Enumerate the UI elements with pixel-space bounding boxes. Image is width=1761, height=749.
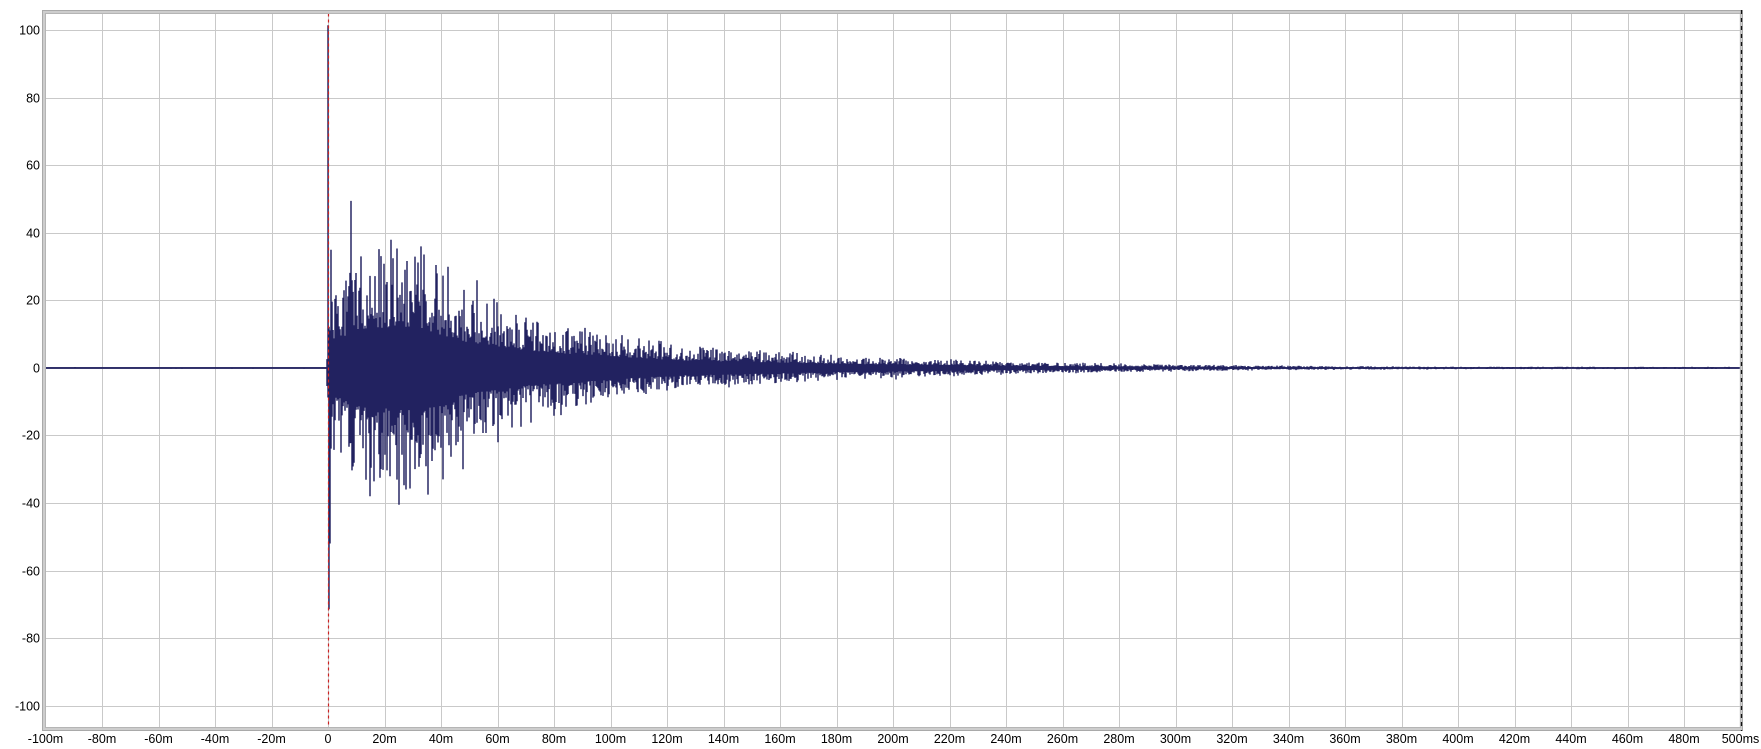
y-axis-tick-label: -60 xyxy=(22,565,40,579)
plot-frame-outer xyxy=(42,10,1743,731)
x-axis-tick-label: 260m xyxy=(1047,732,1078,746)
x-axis-tick-label: 480m xyxy=(1668,732,1699,746)
x-axis-tick-label: -40m xyxy=(201,732,229,746)
x-axis-tick-label: 160m xyxy=(764,732,795,746)
y-axis-tick-label: 20 xyxy=(26,294,40,308)
x-axis-tick-label: 440m xyxy=(1555,732,1586,746)
y-axis-tick-label: 100 xyxy=(19,24,40,38)
x-axis-tick-label: 280m xyxy=(1103,732,1134,746)
x-axis-tick-label: -20m xyxy=(257,732,285,746)
y-axis-tick-label: -100 xyxy=(15,700,40,714)
x-axis-tick-label: 40m xyxy=(429,732,453,746)
y-axis-tick-label: -80 xyxy=(22,632,40,646)
x-axis-tick-label: 200m xyxy=(877,732,908,746)
x-axis-tick-label: 100m xyxy=(595,732,626,746)
x-axis-tick-label: 340m xyxy=(1273,732,1304,746)
x-axis-tick-label: 20m xyxy=(372,732,396,746)
x-axis-tick-label: 0 xyxy=(325,732,332,746)
y-axis-tick-label: -40 xyxy=(22,497,40,511)
y-axis-tick-label: 80 xyxy=(26,92,40,106)
y-axis-tick-label: 60 xyxy=(26,159,40,173)
x-axis-tick-label: -80m xyxy=(88,732,116,746)
x-axis-tick-label: 300m xyxy=(1160,732,1191,746)
x-axis-tick-label: 220m xyxy=(934,732,965,746)
x-axis-tick-label: 400m xyxy=(1442,732,1473,746)
x-axis-tick-label: 360m xyxy=(1329,732,1360,746)
x-axis-tick-label: -60m xyxy=(144,732,172,746)
x-axis-tick-label: 460m xyxy=(1612,732,1643,746)
x-axis-tick-label: -100m xyxy=(28,732,63,746)
y-axis-tick-label: -20 xyxy=(22,429,40,443)
x-axis-tick-label: 80m xyxy=(542,732,566,746)
y-axis-tick-label: 0 xyxy=(33,362,40,376)
plot-frame-inner xyxy=(45,13,1741,728)
x-axis-tick-label: 120m xyxy=(651,732,682,746)
x-axis-tick-label: 140m xyxy=(708,732,739,746)
y-axis-tick-label: 40 xyxy=(26,227,40,241)
x-axis-tick-label: 240m xyxy=(990,732,1021,746)
x-axis-tick-label: 500ms xyxy=(1722,732,1760,746)
x-axis-tick-label: 380m xyxy=(1386,732,1417,746)
x-axis-tick-label: 60m xyxy=(485,732,509,746)
x-axis-tick-label: 420m xyxy=(1499,732,1530,746)
x-axis-tick-label: 180m xyxy=(821,732,852,746)
x-axis-tick-label: 320m xyxy=(1216,732,1247,746)
